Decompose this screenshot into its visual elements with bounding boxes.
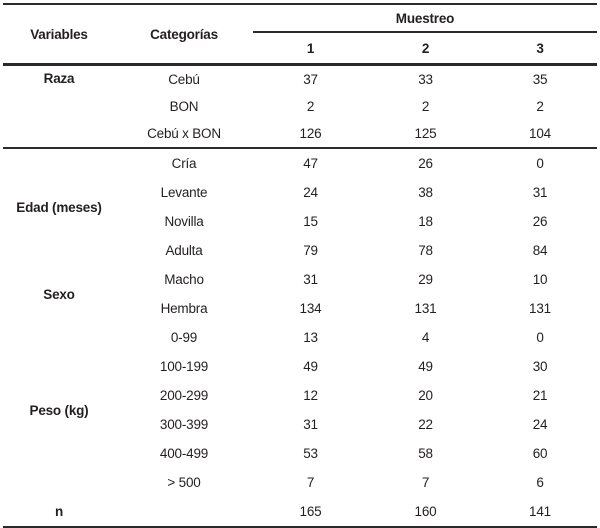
value-cell: 125 <box>414 126 437 141</box>
category-cell: 400-499 <box>159 446 209 461</box>
value-cell: 37 <box>303 72 318 87</box>
value-cell: 165 <box>299 504 322 519</box>
table-row: Adulta 79 78 84 <box>3 236 597 265</box>
category-cell: > 500 <box>167 475 201 490</box>
section-raza: Raza Cebú 37 33 35 BON 2 2 2 Cebú x BON … <box>3 65 598 148</box>
value-cell: 0 <box>536 156 544 171</box>
value-cell: 26 <box>418 156 433 171</box>
value-cell: 49 <box>418 359 433 374</box>
value-cell: 53 <box>303 446 318 461</box>
value-cell: 35 <box>532 72 548 87</box>
table-header: Variables Categorías Muestreo 1 2 3 <box>3 4 598 65</box>
value-cell: 18 <box>418 214 433 229</box>
value-cell: 38 <box>418 185 433 200</box>
table-row: 400-499 53 58 60 <box>3 439 597 468</box>
category-cell: Macho <box>164 272 204 287</box>
category-cell: 200-299 <box>159 388 209 403</box>
value-cell: 134 <box>299 301 322 316</box>
value-cell: 104 <box>529 126 551 141</box>
table-row: 100-199 49 49 30 <box>3 352 597 381</box>
variable-cell: n <box>54 504 64 519</box>
value-cell: 60 <box>532 446 548 461</box>
table-row: Raza Cebú 37 33 35 <box>3 65 597 94</box>
col-header-categorias: Categorías <box>150 26 218 42</box>
table-row: Peso (kg) 0-99 13 4 0 <box>3 323 597 418</box>
value-cell: 20 <box>418 388 433 403</box>
value-cell: 84 <box>532 243 548 258</box>
col-header-sample-1: 1 <box>306 40 315 56</box>
value-cell: 15 <box>303 214 318 229</box>
variable-cell: Peso (kg) <box>29 402 89 418</box>
value-cell: 26 <box>532 214 548 229</box>
table-row: Sexo Macho 31 29 10 <box>3 265 597 302</box>
frequency-table: Variables Categorías Muestreo 1 2 3 Raza… <box>3 3 598 528</box>
value-cell: 31 <box>303 272 318 287</box>
value-cell: 13 <box>303 330 318 345</box>
value-cell: 78 <box>418 243 433 258</box>
category-cell: Hembra <box>160 301 208 316</box>
value-cell: 0 <box>536 330 544 345</box>
section-n-total: n 165 160 141 <box>3 497 598 527</box>
table-row: Novilla 15 18 26 <box>3 207 597 236</box>
value-cell: 160 <box>414 504 437 519</box>
table-row: BON 2 2 2 <box>3 93 597 120</box>
value-cell: 58 <box>418 446 433 461</box>
category-cell <box>115 497 253 527</box>
variable-cell: Edad (meses) <box>16 199 102 215</box>
value-cell: 22 <box>418 417 433 432</box>
variable-cell: Raza <box>43 71 75 86</box>
col-header-sample-3: 3 <box>536 40 544 56</box>
category-cell: BON <box>169 99 199 114</box>
category-cell: Cebú <box>168 72 200 87</box>
value-cell: 47 <box>303 156 318 171</box>
value-cell: 2 <box>306 99 315 114</box>
value-cell: 131 <box>414 301 437 316</box>
value-cell: 2 <box>421 99 430 114</box>
table-row: n 165 160 141 <box>3 497 597 527</box>
value-cell: 141 <box>529 504 551 519</box>
category-cell: 100-199 <box>159 359 209 374</box>
section-sexo: Sexo Macho 31 29 10 Hembra 134 131 131 <box>3 265 597 323</box>
table-row: > 500 7 7 6 <box>3 468 597 497</box>
value-cell: 30 <box>532 359 548 374</box>
value-cell: 31 <box>303 417 318 432</box>
value-cell: 49 <box>303 359 318 374</box>
table-row: Cebú x BON 126 125 104 <box>3 120 597 148</box>
section-edad: Edad (meses) Cría 47 26 0 Levante 24 38 … <box>3 148 597 265</box>
value-cell: 10 <box>532 272 548 287</box>
col-header-sample-2: 2 <box>421 40 430 56</box>
value-cell: 31 <box>532 185 548 200</box>
value-cell: 126 <box>299 126 322 141</box>
value-cell: 12 <box>303 388 318 403</box>
value-cell: 7 <box>306 475 315 490</box>
value-cell: 7 <box>421 475 430 490</box>
category-cell: Cebú x BON <box>147 126 221 141</box>
value-cell: 24 <box>303 185 318 200</box>
value-cell: 21 <box>532 388 548 403</box>
category-cell: Novilla <box>164 214 204 229</box>
category-cell: Levante <box>160 185 208 200</box>
col-header-muestreo: Muestreo <box>253 4 598 33</box>
table-row: Edad (meses) Cría 47 26 0 <box>3 148 597 215</box>
value-cell: 33 <box>418 72 433 87</box>
value-cell: 24 <box>532 417 548 432</box>
table-row: Levante 24 38 31 <box>3 178 597 207</box>
category-cell: Cría <box>171 156 197 171</box>
category-cell: 300-399 <box>159 417 209 432</box>
table-row: 200-299 12 20 21 <box>3 381 597 410</box>
category-cell: 0-99 <box>170 330 198 345</box>
value-cell: 131 <box>529 301 551 316</box>
value-cell: 29 <box>418 272 433 287</box>
col-header-variables: Variables <box>30 26 88 42</box>
value-cell: 2 <box>536 99 544 114</box>
category-cell: Adulta <box>165 243 203 258</box>
value-cell: 4 <box>421 330 430 345</box>
variable-cell: Sexo <box>43 286 75 302</box>
value-cell: 6 <box>536 475 544 490</box>
table-row: Hembra 134 131 131 <box>3 294 597 323</box>
table-row: 300-399 31 22 24 <box>3 410 597 439</box>
value-cell: 79 <box>303 243 318 258</box>
section-peso: Peso (kg) 0-99 13 4 0 100-199 49 49 30 2… <box>3 323 597 497</box>
